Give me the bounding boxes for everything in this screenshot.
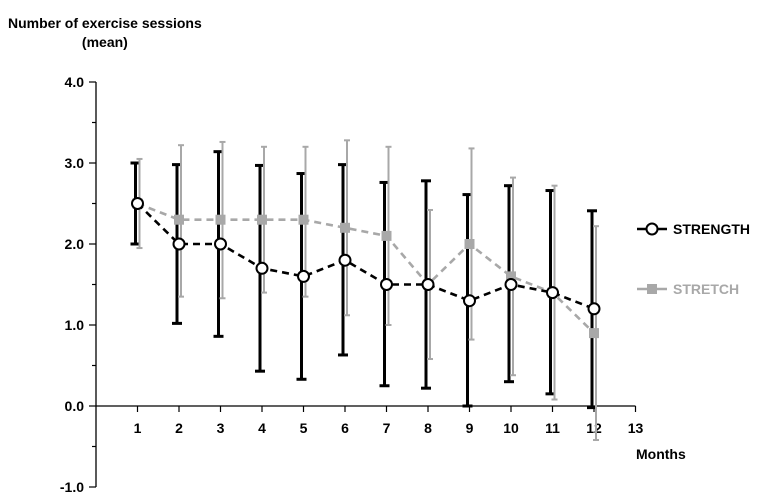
x-tick-label: 11 (545, 420, 560, 436)
legend-marker-stretch (637, 284, 667, 294)
legend-marker-strength (637, 222, 667, 236)
x-tick-label: 2 (175, 420, 183, 436)
x-tick-label: 13 (628, 420, 644, 436)
data-point-stretch (506, 271, 516, 282)
data-point-strength (338, 253, 352, 267)
x-axis-title: Months (636, 446, 686, 462)
x-tick-label: 12 (586, 420, 602, 436)
y-axis-title-line2: (mean) (81, 34, 128, 50)
data-point-stretch (464, 239, 475, 249)
data-point-strength (255, 261, 269, 275)
x-tick-label: 5 (300, 420, 308, 436)
y-tick-label: 1.0 (65, 317, 85, 333)
y-tick-label: -1.0 (60, 479, 84, 495)
legend-item-stretch: STRETCH (637, 281, 739, 297)
data-point-stretch (257, 214, 267, 225)
data-point-stretch (215, 214, 226, 225)
x-tick-label: 3 (217, 420, 225, 436)
data-point-stretch (174, 214, 184, 225)
x-tick-label: 4 (258, 420, 266, 436)
x-tick-label: 10 (503, 420, 519, 436)
legend-label-strength: STRENGTH (673, 221, 750, 237)
x-tick-label: 9 (466, 420, 474, 436)
data-point-strength (546, 286, 559, 300)
legend-label-stretch: STRETCH (673, 281, 740, 297)
data-point-stretch (381, 230, 392, 241)
legend-item-strength: STRENGTH (637, 221, 750, 237)
x-tick-label: 8 (424, 420, 432, 436)
data-point-strength (131, 197, 144, 210)
data-point-stretch (340, 222, 350, 233)
data-point-strength (587, 302, 601, 316)
data-point-stretch (589, 328, 599, 339)
series-line-strength (136, 202, 595, 311)
y-tick-label: 3.0 (65, 155, 85, 171)
y-tick-label: 0.0 (65, 398, 85, 414)
x-tick-label: 7 (383, 420, 391, 436)
data-point-strength (421, 278, 435, 291)
x-tick-label: 1 (134, 420, 142, 436)
series-line-stretch (137, 202, 595, 335)
x-tick-label: 6 (341, 420, 349, 436)
y-axis-title: Number of exercise sessions (mean) (8, 14, 202, 52)
y-tick-label: 2.0 (65, 236, 85, 252)
data-point-strength (504, 278, 518, 291)
data-point-strength (172, 237, 186, 251)
data-point-stretch (298, 214, 309, 225)
data-point-strength (380, 278, 393, 291)
data-point-strength (214, 237, 227, 251)
data-point-strength (463, 294, 476, 308)
data-point-strength (297, 269, 310, 283)
y-axis-title-line1: Number of exercise sessions (8, 15, 202, 31)
y-tick-label: 4.0 (65, 74, 85, 90)
